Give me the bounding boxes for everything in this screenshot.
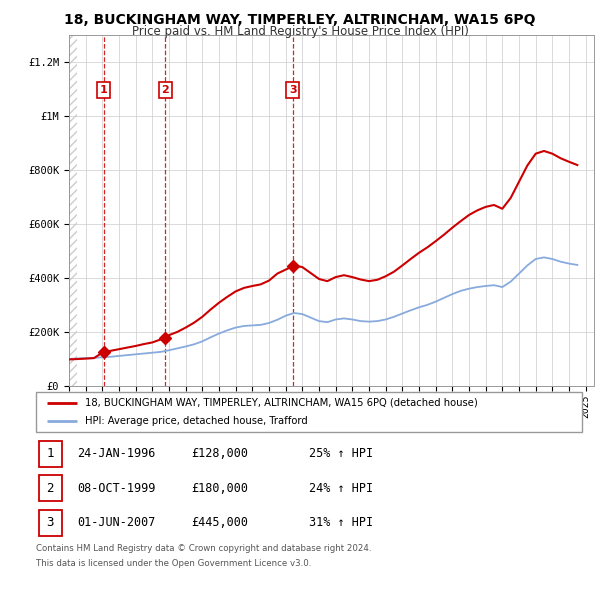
- Text: 18, BUCKINGHAM WAY, TIMPERLEY, ALTRINCHAM, WA15 6PQ: 18, BUCKINGHAM WAY, TIMPERLEY, ALTRINCHA…: [64, 13, 536, 27]
- Text: This data is licensed under the Open Government Licence v3.0.: This data is licensed under the Open Gov…: [36, 559, 311, 568]
- Text: 3: 3: [46, 516, 54, 529]
- Text: 2: 2: [161, 85, 169, 95]
- Text: 2: 2: [46, 481, 54, 495]
- FancyBboxPatch shape: [39, 475, 62, 502]
- Text: Price paid vs. HM Land Registry's House Price Index (HPI): Price paid vs. HM Land Registry's House …: [131, 25, 469, 38]
- Text: Contains HM Land Registry data © Crown copyright and database right 2024.: Contains HM Land Registry data © Crown c…: [36, 544, 371, 553]
- Text: 1: 1: [46, 447, 54, 460]
- Text: 1: 1: [100, 85, 107, 95]
- Text: £445,000: £445,000: [191, 516, 248, 529]
- Text: 08-OCT-1999: 08-OCT-1999: [77, 481, 155, 495]
- Text: 01-JUN-2007: 01-JUN-2007: [77, 516, 155, 529]
- Text: 24% ↑ HPI: 24% ↑ HPI: [309, 481, 373, 495]
- Text: £128,000: £128,000: [191, 447, 248, 460]
- Text: £180,000: £180,000: [191, 481, 248, 495]
- FancyBboxPatch shape: [39, 510, 62, 536]
- Text: HPI: Average price, detached house, Trafford: HPI: Average price, detached house, Traf…: [85, 416, 308, 426]
- Text: 31% ↑ HPI: 31% ↑ HPI: [309, 516, 373, 529]
- Text: 24-JAN-1996: 24-JAN-1996: [77, 447, 155, 460]
- FancyBboxPatch shape: [39, 441, 62, 467]
- Text: 18, BUCKINGHAM WAY, TIMPERLEY, ALTRINCHAM, WA15 6PQ (detached house): 18, BUCKINGHAM WAY, TIMPERLEY, ALTRINCHA…: [85, 398, 478, 408]
- FancyBboxPatch shape: [36, 392, 582, 432]
- Text: 3: 3: [289, 85, 296, 95]
- Text: 25% ↑ HPI: 25% ↑ HPI: [309, 447, 373, 460]
